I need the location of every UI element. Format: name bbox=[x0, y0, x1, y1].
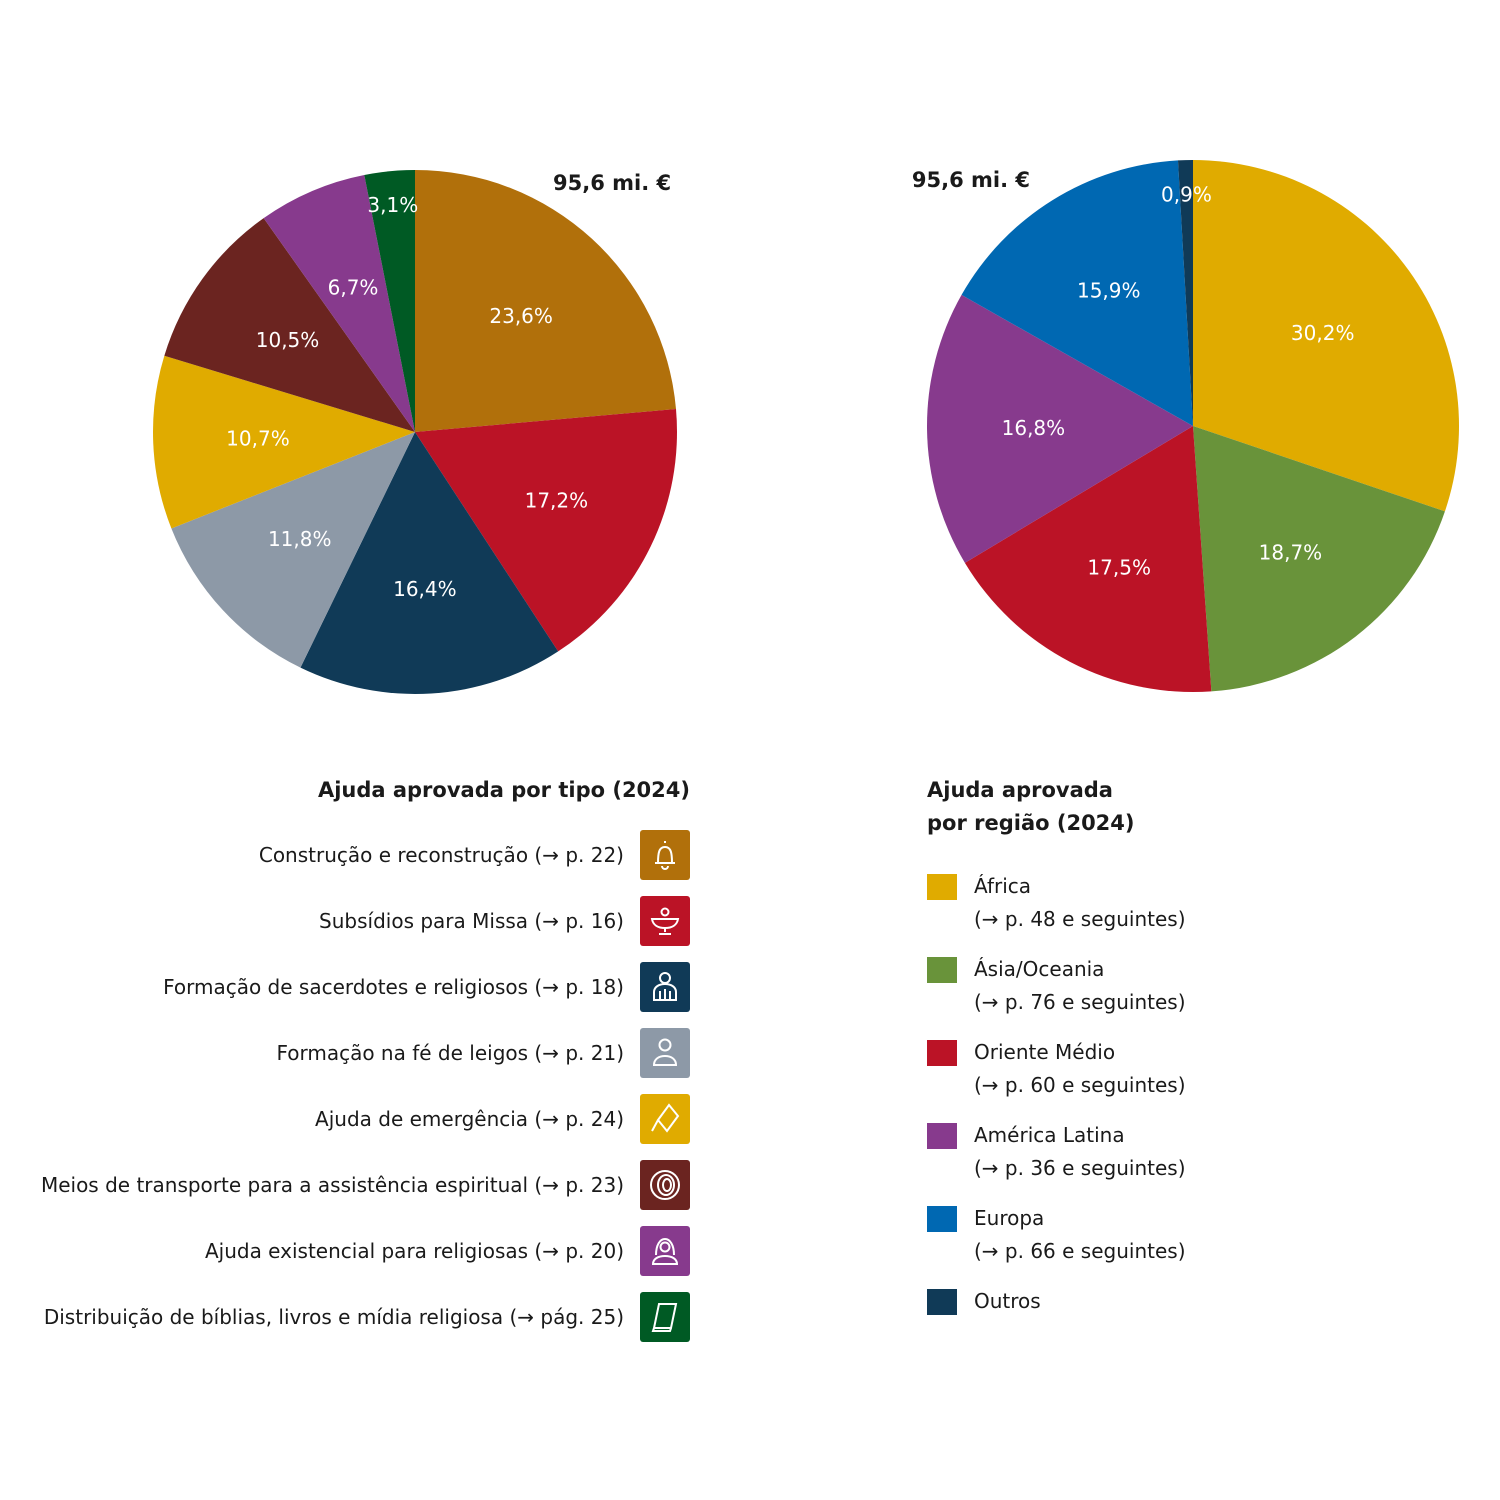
pie-slice-region-2 bbox=[964, 426, 1212, 693]
legend-swatch bbox=[927, 1040, 957, 1066]
tire-icon bbox=[640, 1160, 690, 1210]
legend-item-asia-oceania: Ásia/Oceania (→ p. 76 e seguintes) bbox=[927, 953, 1186, 1019]
legend-item-leigos: Formação na fé de leigos (→ p. 21) bbox=[41, 1028, 690, 1078]
legend-item-construcao: Construção e reconstrução (→ p. 22) bbox=[41, 830, 690, 880]
pie-slice-type-3 bbox=[171, 432, 415, 668]
region-legend-title-line2: por região (2024) bbox=[927, 811, 1135, 835]
region-legend: África (→ p. 48 e seguintes) Ásia/Oceania… bbox=[927, 870, 1186, 1335]
emergency-icon bbox=[640, 1094, 690, 1144]
pie-total-label-region: 95,6 mi. € bbox=[912, 168, 1030, 192]
type-legend: Construção e reconstrução (→ p. 22) Subs… bbox=[41, 830, 690, 1358]
book-icon bbox=[640, 1292, 690, 1342]
pie-total-label-type: 95,6 mi. € bbox=[553, 171, 671, 195]
bell-icon bbox=[640, 830, 690, 880]
pie-chart-region: 30,2% 18,7% 17,5% 16,8% 15,9% 0,9% 95,6 mi. € bbox=[912, 160, 1459, 693]
legend-item-africa: África (→ p. 48 e seguintes) bbox=[927, 870, 1186, 936]
legend-item-ref: (→ p. 36 e seguintes) bbox=[974, 1156, 1186, 1180]
region-legend-title: Ajuda aprovada por região (2024) bbox=[927, 774, 1187, 840]
priest-icon bbox=[640, 962, 690, 1012]
pie-slice-label-type-5: 10,5% bbox=[256, 328, 320, 352]
legend-item-label: África bbox=[974, 874, 1032, 898]
legend-item-label: Formação na fé de leigos (→ p. 21) bbox=[276, 1041, 624, 1065]
legend-item-religiosas: Ajuda existencial para religiosas (→ p. … bbox=[41, 1226, 690, 1276]
legend-item-sacerdotes: Formação de sacerdotes e religiosos (→ p… bbox=[41, 962, 690, 1012]
legend-item-ref: (→ p. 60 e seguintes) bbox=[974, 1073, 1186, 1097]
legend-item-ref: (→ p. 48 e seguintes) bbox=[974, 907, 1186, 931]
pie-slice-type-4 bbox=[153, 355, 415, 529]
pie-slice-label-type-7: 3,1% bbox=[367, 193, 418, 217]
legend-item-label: Ajuda de emergência (→ p. 24) bbox=[315, 1107, 624, 1131]
legend-swatch bbox=[927, 957, 957, 983]
legend-item-transporte: Meios de transporte para a assistência e… bbox=[41, 1160, 690, 1210]
legend-item-emergencia: Ajuda de emergência (→ p. 24) bbox=[41, 1094, 690, 1144]
pie-slice-region-3 bbox=[927, 294, 1193, 563]
legend-item-label: Ásia/Oceania bbox=[974, 957, 1105, 981]
pie-slice-region-4 bbox=[961, 160, 1193, 427]
legend-item-america-latina: América Latina (→ p. 36 e seguintes) bbox=[927, 1119, 1186, 1185]
pie-slice-label-type-4: 10,7% bbox=[226, 426, 290, 450]
legend-item-europa: Europa (→ p. 66 e seguintes) bbox=[927, 1202, 1186, 1268]
pie-slice-label-region-5: 0,9% bbox=[1161, 183, 1212, 207]
legend-item-label: Meios de transporte para a assistência e… bbox=[40, 1173, 624, 1197]
legend-item-missa: Subsídios para Missa (→ p. 16) bbox=[41, 896, 690, 946]
legend-item-label: Construção e reconstrução (→ p. 22) bbox=[258, 843, 624, 867]
legend-swatch bbox=[927, 874, 957, 900]
pie-slice-type-7 bbox=[364, 170, 415, 432]
pie-slice-region-1 bbox=[1193, 426, 1445, 692]
pie-slice-label-region-3: 16,8% bbox=[1002, 416, 1066, 440]
pie-slice-label-type-2: 16,4% bbox=[393, 577, 457, 601]
nun-icon bbox=[640, 1226, 690, 1276]
legend-item-outros: Outros bbox=[927, 1285, 1186, 1318]
pie-slice-label-region-0: 30,2% bbox=[1291, 321, 1355, 345]
legend-item-label: Distribuição de bíblias, livros e mídia … bbox=[43, 1305, 624, 1329]
person-icon bbox=[640, 1028, 690, 1078]
legend-item-label: Subsídios para Missa (→ p. 16) bbox=[319, 909, 624, 933]
pie-slice-label-region-4: 15,9% bbox=[1077, 278, 1141, 302]
legend-swatch bbox=[927, 1206, 957, 1232]
legend-item-biblias: Distribuição de bíblias, livros e mídia … bbox=[41, 1292, 690, 1342]
pie-slice-label-type-0: 23,6% bbox=[489, 304, 553, 328]
legend-item-label: Europa bbox=[974, 1206, 1045, 1230]
pie-slice-type-1 bbox=[415, 408, 677, 652]
pie-slice-type-0 bbox=[415, 170, 676, 432]
legend-item-oriente-medio: Oriente Médio (→ p. 60 e seguintes) bbox=[927, 1036, 1186, 1102]
legend-swatch bbox=[927, 1289, 957, 1315]
legend-item-label: Ajuda existencial para religiosas (→ p. … bbox=[204, 1239, 624, 1263]
pie-slice-label-type-1: 17,2% bbox=[525, 489, 589, 513]
pie-slice-label-region-2: 17,5% bbox=[1087, 556, 1151, 580]
legend-item-label: Oriente Médio bbox=[974, 1040, 1116, 1064]
legend-item-label: América Latina bbox=[974, 1123, 1125, 1147]
pie-slice-label-region-1: 18,7% bbox=[1259, 540, 1323, 564]
legend-item-label: Formação de sacerdotes e religiosos (→ p… bbox=[163, 975, 624, 999]
pie-slice-type-6 bbox=[263, 174, 415, 432]
pie-slice-type-5 bbox=[164, 218, 415, 432]
legend-item-ref: (→ p. 76 e seguintes) bbox=[974, 990, 1186, 1014]
pie-slice-region-5 bbox=[1177, 160, 1193, 426]
pie-slice-region-0 bbox=[1193, 160, 1459, 512]
pie-slice-type-2 bbox=[300, 432, 559, 694]
legend-item-label: Outros bbox=[974, 1289, 1041, 1313]
pie-chart-type: 23,6% 17,2% 16,4% 11,8% 10,7% 10,5% 6,7% 3,1% 95… bbox=[153, 170, 677, 694]
pie-slice-label-type-3: 11,8% bbox=[268, 527, 332, 551]
pie-slice-label-type-6: 6,7% bbox=[328, 276, 379, 300]
legend-item-ref: (→ p. 66 e seguintes) bbox=[974, 1239, 1186, 1263]
legend-swatch bbox=[927, 1123, 957, 1149]
chalice-icon bbox=[640, 896, 690, 946]
region-legend-title-line1: Ajuda aprovada bbox=[927, 778, 1113, 802]
type-legend-title: Ajuda aprovada por tipo (2024) bbox=[317, 778, 690, 802]
